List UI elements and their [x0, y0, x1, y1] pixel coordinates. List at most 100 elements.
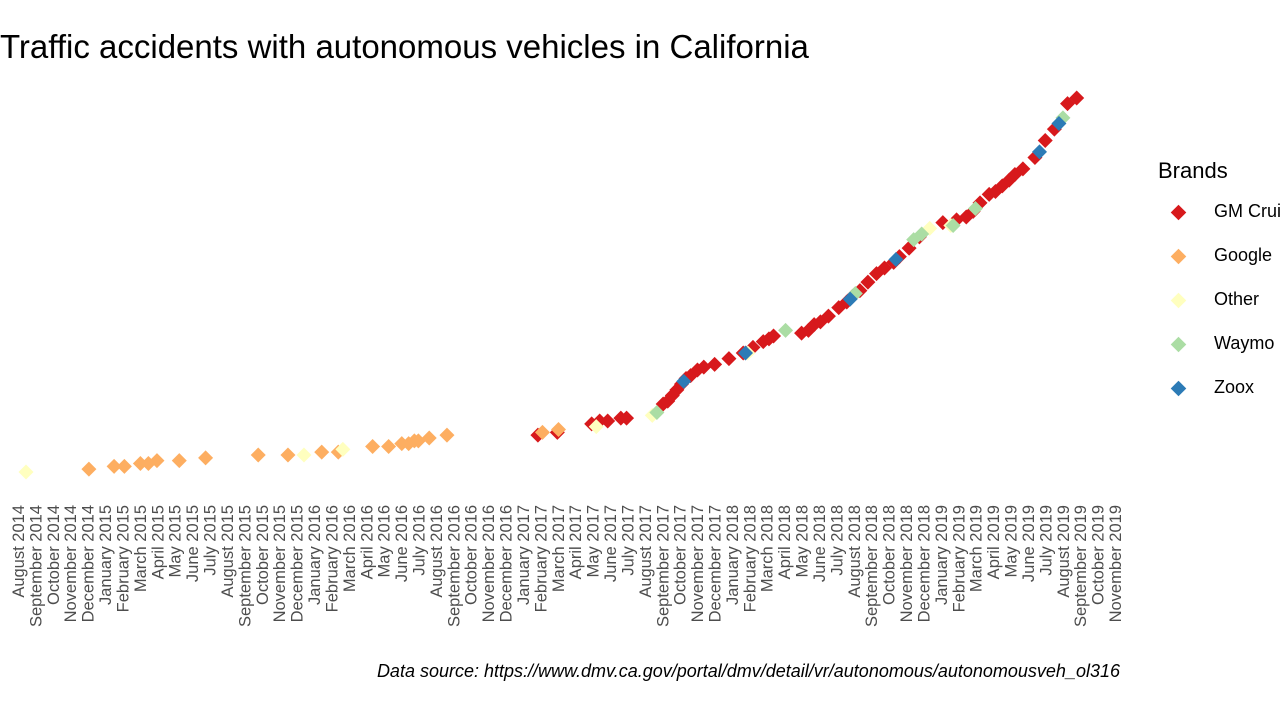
legend-key	[1170, 292, 1187, 309]
x-tick-label: September 2014	[27, 505, 45, 627]
plot-area: August 2014 September 2014 October 2014 Nov…	[10, 90, 1125, 627]
x-tick-label: January 2018	[724, 505, 742, 605]
x-tick-label: March 2016	[341, 505, 359, 592]
x-tick-label: September 2018	[863, 505, 881, 627]
x-tick-label: September 2015	[236, 505, 254, 627]
x-tick-label: December 2018	[915, 505, 933, 622]
legend-key	[1170, 380, 1187, 397]
x-tick-label: December 2015	[289, 505, 307, 622]
data-points	[18, 90, 1085, 480]
legend-item: Other	[1158, 289, 1280, 333]
x-tick-label: November 2018	[898, 505, 916, 622]
x-tick-label: November 2019	[1107, 505, 1125, 622]
x-tick-label: March 2019	[968, 505, 986, 592]
legend-label: Other	[1214, 289, 1260, 309]
x-tick-label: November 2015	[271, 505, 289, 622]
x-tick-label: August 2019	[1055, 505, 1073, 598]
data-point	[860, 274, 876, 290]
data-point	[588, 419, 604, 435]
x-tick-label: May 2016	[376, 505, 394, 577]
data-point	[250, 447, 266, 463]
data-point	[696, 359, 712, 375]
data-point	[335, 441, 351, 457]
x-tick-label: January 2019	[933, 505, 951, 605]
data-point	[365, 439, 381, 454]
x-tick-label: June 2017	[602, 505, 620, 582]
x-tick-label: January 2017	[515, 505, 533, 605]
data-point	[820, 308, 836, 324]
data-point	[1051, 116, 1067, 131]
data-point	[421, 430, 437, 446]
data-point	[381, 439, 397, 454]
data-point	[550, 422, 566, 437]
x-tick-label: October 2017	[672, 505, 690, 605]
x-tick-label: May 2017	[585, 505, 603, 577]
data-point	[534, 424, 550, 440]
legend-key	[1170, 336, 1187, 353]
x-tick-label: October 2016	[463, 505, 481, 605]
x-tick-label: July 2015	[202, 505, 220, 576]
x-tick-label: February 2017	[532, 505, 550, 612]
data-point	[649, 405, 665, 420]
x-tick-label: February 2019	[950, 505, 968, 612]
x-tick-label: August 2015	[219, 505, 237, 598]
data-point	[738, 345, 754, 361]
x-tick-label: June 2019	[1020, 505, 1038, 582]
data-point	[280, 447, 296, 463]
legend-title: Brands	[1158, 158, 1228, 183]
data-point	[842, 291, 858, 307]
x-tick-label: April 2017	[567, 505, 585, 579]
x-tick-label: July 2017	[619, 505, 637, 576]
data-point	[766, 328, 782, 344]
legend-item: Waymo	[1158, 333, 1280, 377]
legend-label: GM Cruise	[1214, 201, 1280, 221]
data-point	[600, 413, 616, 429]
data-point	[721, 351, 737, 367]
x-tick-label: February 2016	[323, 505, 341, 612]
x-tick-label: August 2016	[428, 505, 446, 598]
data-point	[149, 453, 165, 469]
x-tick-label: November 2017	[689, 505, 707, 622]
x-tick-label: August 2017	[637, 505, 655, 598]
x-tick-label: July 2018	[828, 505, 846, 576]
data-point	[619, 410, 635, 426]
data-point	[1037, 133, 1053, 148]
data-point	[1015, 161, 1031, 177]
legend: Brands GM Cruise Google Other Waymo Zoox	[1158, 158, 1280, 421]
x-tick-label: March 2018	[759, 505, 777, 592]
x-tick-label: October 2018	[881, 505, 899, 605]
x-tick-label: May 2018	[794, 505, 812, 577]
x-tick-label: December 2014	[80, 505, 98, 622]
x-tick-label: September 2019	[1072, 505, 1090, 627]
x-tick-label: July 2016	[410, 505, 428, 576]
data-point	[967, 201, 983, 216]
legend-key	[1170, 204, 1187, 221]
chart-title: Traffic accidents with autonomous vehicl…	[0, 28, 809, 65]
data-source-caption: Data source: https://www.dmv.ca.gov/port…	[376, 661, 1120, 681]
x-tick-label: March 2015	[132, 505, 150, 592]
x-tick-label: August 2014	[10, 505, 28, 598]
data-point	[410, 433, 426, 449]
x-tick-label: April 2015	[149, 505, 167, 579]
x-tick-label: June 2016	[393, 505, 411, 582]
legend-item: GM Cruise	[1158, 201, 1280, 245]
x-tick-label: July 2019	[1037, 505, 1055, 576]
data-point	[1046, 121, 1062, 137]
x-tick-label: October 2015	[254, 505, 272, 605]
x-tick-label: May 2015	[167, 505, 185, 577]
data-point	[439, 427, 455, 443]
data-point	[81, 461, 97, 477]
legend-item: Zoox	[1158, 377, 1280, 421]
legend-item: Google	[1158, 245, 1280, 289]
legend-label: Waymo	[1214, 333, 1275, 353]
data-point	[132, 456, 148, 471]
data-point	[914, 226, 930, 242]
x-tick-label: January 2016	[306, 505, 324, 605]
data-point	[106, 458, 122, 474]
data-point	[18, 464, 34, 480]
data-point	[171, 453, 187, 469]
data-point	[116, 458, 132, 474]
x-tick-label: December 2017	[707, 505, 725, 622]
legend-key	[1170, 248, 1187, 265]
legend-label: Google	[1214, 245, 1273, 265]
